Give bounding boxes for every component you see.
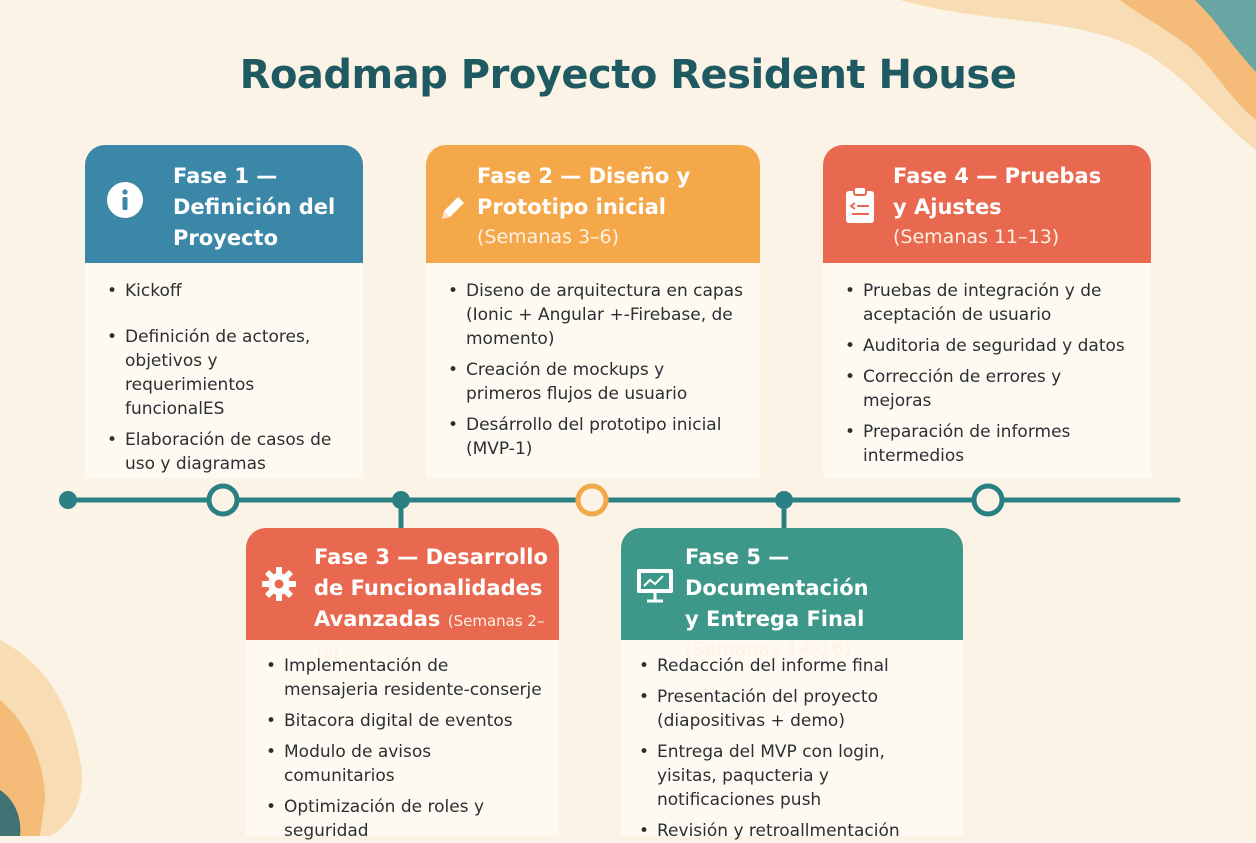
phase-2-title-line2: Prototipo inicial [477, 195, 667, 219]
phase-5-body: Redacción del informe final Presentación… [621, 640, 963, 843]
phase-3-title-line3: Avanzadas (Semanas 2–10) [314, 604, 551, 670]
phase-2-card: Fase 2 — Diseño y Prototipo inicial (Sem… [426, 145, 760, 478]
page-title: Roadmap Proyecto Resident House [239, 52, 1017, 98]
phase-1-item: Definición de actores, objetivos y reque… [107, 325, 347, 421]
phase-4-title-line2: y Ajustes [893, 195, 1002, 219]
phase-3-title-line2: de Funcionalidades [314, 576, 543, 600]
phase-2-item: Desárrollo del prototipo inicial (MVP-1) [448, 413, 744, 461]
pencil-icon [442, 197, 464, 219]
phase-1-item: Elaboración de casos de uso y diagramas [107, 428, 347, 476]
phase-3-item: Bitacora digital de eventos [266, 709, 543, 733]
phase-3-title-line1: Fase 3 — Desarrollo [314, 545, 548, 569]
phase-3-body: Implementación de mensajeria residente-c… [246, 640, 559, 841]
phase-3-card: Fase 3 — Desarrollo de Funcionalidades A… [246, 528, 559, 841]
phase-1-title-line2: Definición del [173, 195, 336, 219]
phase-4-item: Corrección de errores y mejoras [845, 365, 1135, 413]
phase-5-item: Entrega del MVP con login, yisitas, paqu… [639, 740, 947, 812]
phase-3-item: Implementación de mensajeria residente-c… [266, 654, 543, 702]
gear-icon [262, 567, 296, 601]
presentation-icon [637, 569, 673, 603]
phase-2-body: Diseno de arquitectura en capas (Ionic +… [426, 263, 760, 478]
phase-1-title-line3: Proyecto [173, 226, 279, 250]
phase-4-card: Fase 4 — Pruebas y Ajustes (Semanas 11–1… [823, 145, 1151, 478]
phase-4-item: Preparación de informes intermedios [845, 420, 1135, 468]
phase-1-body: Kickoff Definición de actores, objetivos… [85, 263, 363, 478]
phase-4-item: Pruebas de integración y de aceptación d… [845, 279, 1135, 327]
milestone-4 [775, 491, 793, 509]
phase-2-header: Fase 2 — Diseño y Prototipo inicial (Sem… [426, 145, 760, 263]
phase-5-item: Revisión y retroallmentación [639, 819, 947, 843]
phase-5-title-line2: y Entrega Final [685, 607, 865, 631]
phase-1-card: Fase 1 — Definición del Proyecto Kickoff… [85, 145, 363, 478]
phase-5-header: Fase 5 — Documentación y Entrega Final (… [621, 528, 963, 660]
phase-5-title-line1: Fase 5 — Documentación [685, 545, 869, 600]
phase-2-weeks: (Semanas 3–6) [477, 226, 620, 248]
phase-1-header: Fase 1 — Definición del Proyecto [85, 145, 363, 263]
phase-2-item: Creación de mockups y primeros flujos de… [448, 358, 744, 406]
phase-2-item: Diseno de arquitectura en capas (Ionic +… [448, 279, 744, 351]
phase-4-body: Pruebas de integración y de aceptación d… [823, 263, 1151, 478]
phase-3-item: Modulo de avisos comunitarios [266, 740, 543, 788]
milestone-5 [971, 483, 1005, 517]
phase-3-header: Fase 3 — Desarrollo de Funcionalidades A… [246, 528, 559, 663]
phase-1-title-line1: Fase 1 — [173, 164, 278, 188]
phase-3-title-line3-text: Avanzadas [314, 607, 441, 631]
phase-5-item: Presentación del proyecto (diapositivas … [639, 685, 947, 733]
info-icon [107, 182, 143, 218]
phase-4-header: Fase 4 — Pruebas y Ajustes (Semanas 11–1… [823, 145, 1151, 263]
phase-5-item: Redacción del informe final [639, 654, 947, 678]
checklist-icon [846, 186, 874, 223]
phase-4-title-line1: Fase 4 — Pruebas [893, 164, 1102, 188]
phase-4-item: Auditoria de seguridad y datos [845, 334, 1135, 358]
phase-1-item: Kickoff [107, 279, 347, 303]
phase-5-card: Fase 5 — Documentación y Entrega Final (… [621, 528, 963, 843]
milestone-3 [575, 483, 609, 517]
milestone-2 [392, 491, 410, 509]
milestone-1 [206, 483, 240, 517]
phase-4-weeks: (Semanas 11–13) [893, 226, 1060, 248]
timeline-start-dot [59, 491, 77, 509]
phase-2-title-line1: Fase 2 — Diseño y [477, 164, 691, 188]
